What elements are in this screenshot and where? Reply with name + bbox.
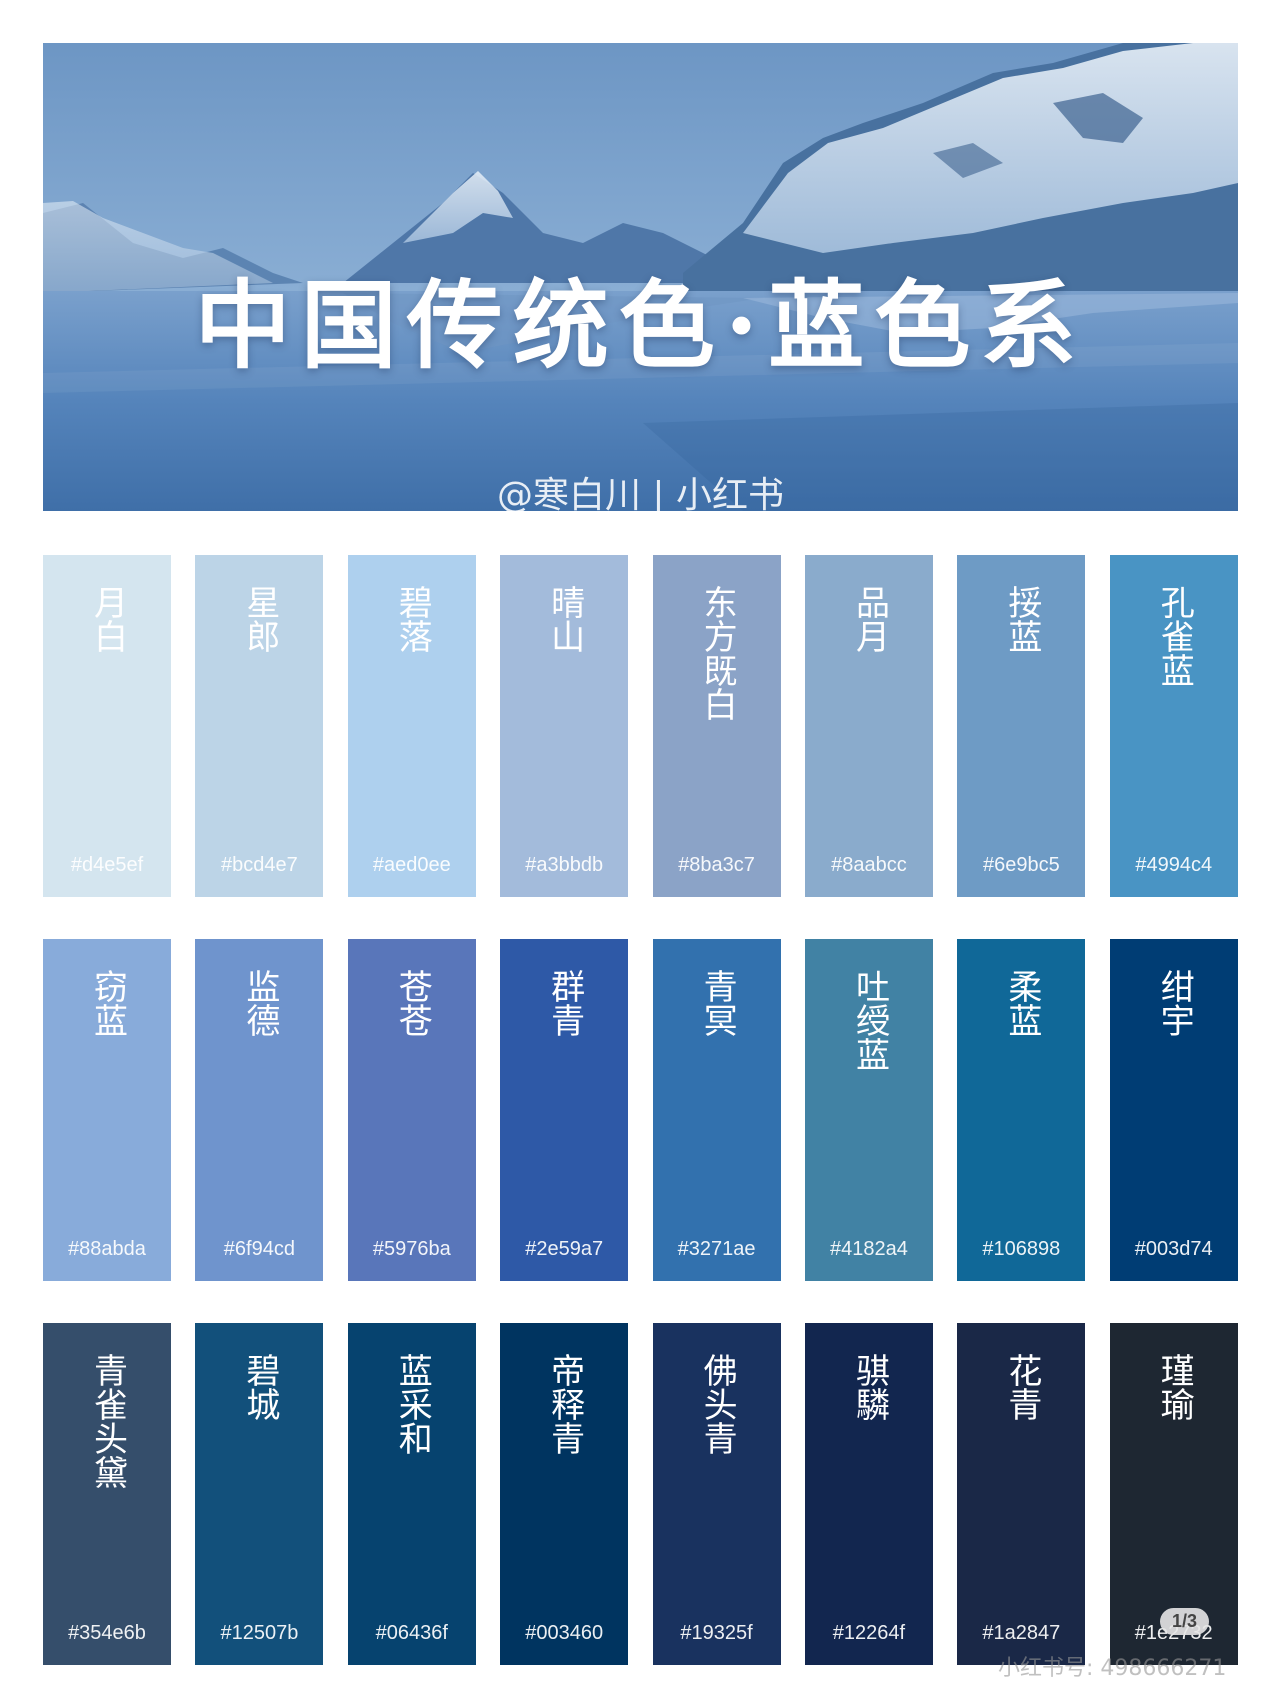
color-swatch: 绀宇 #003d74: [1109, 939, 1238, 1281]
color-swatch: 蓝采和 #06436f: [347, 1323, 476, 1665]
swatch-hex-code: #106898: [982, 1238, 1061, 1260]
swatch-name: 骐驎: [849, 1353, 890, 1421]
swatch-hex-code: #1a2847: [982, 1622, 1061, 1644]
color-swatch: 骐驎 #12264f: [804, 1323, 933, 1665]
swatch-hex-code: #4994c4: [1135, 854, 1213, 876]
swatch-name: 花青: [1001, 1353, 1042, 1421]
swatch-name: 吐绶蓝: [849, 969, 890, 1071]
swatch-hex-code: #6e9bc5: [982, 854, 1060, 876]
color-swatch: 群青 #2e59a7: [500, 939, 629, 1281]
swatch-hex-code: #6f94cd: [223, 1238, 295, 1260]
swatch-name: 青雀头黛: [87, 1353, 128, 1489]
color-swatch: 苍苍 #5976ba: [347, 939, 476, 1281]
swatch-hex-code: #06436f: [375, 1622, 448, 1644]
color-swatch: 监德 #6f94cd: [195, 939, 324, 1281]
color-swatch: 吐绶蓝 #4182a4: [804, 939, 933, 1281]
swatch-hex-code: #bcd4e7: [221, 854, 298, 876]
swatch-hex-code: #8ba3c7: [678, 854, 755, 876]
swatch-name: 品月: [849, 585, 890, 653]
swatch-hex-code: #8aabcc: [831, 854, 907, 876]
color-swatch: 孔雀蓝 #4994c4: [1109, 555, 1238, 897]
swatch-name: 监德: [239, 969, 280, 1037]
swatch-name: 星郎: [239, 585, 280, 653]
swatch-name: 瑾瑜: [1154, 1353, 1195, 1421]
color-swatch: 东方既白 #8ba3c7: [652, 555, 781, 897]
color-swatch: 挼蓝 #6e9bc5: [957, 555, 1086, 897]
swatch-name: 佛头青: [697, 1353, 738, 1455]
banner-credit: @寒白川 | 小红书: [496, 475, 785, 511]
color-swatch: 佛头青 #19325f: [652, 1323, 781, 1665]
swatch-name: 群青: [544, 969, 585, 1037]
swatch-name: 蓝采和: [392, 1353, 433, 1455]
swatch-hex-code: #a3bbdb: [525, 854, 604, 876]
color-swatch: 柔蓝 #106898: [957, 939, 1086, 1281]
color-swatch: 月白 #d4e5ef: [43, 555, 171, 897]
color-swatch: 青雀头黛 #354e6b: [43, 1323, 171, 1665]
swatch-hex-code: #19325f: [680, 1622, 753, 1644]
swatch-hex-code: #2e59a7: [525, 1238, 604, 1260]
swatch-name: 碧落: [392, 585, 433, 653]
swatch-hex-code: #3271ae: [677, 1238, 756, 1260]
swatch-name: 晴山: [544, 585, 585, 653]
page-indicator: 1/3: [1160, 1608, 1210, 1635]
swatch-name: 绀宇: [1154, 969, 1195, 1037]
swatch-hex-code: #4182a4: [830, 1238, 908, 1260]
mountain-lake-illustration: [43, 43, 1238, 511]
swatch-name: 窃蓝: [87, 969, 128, 1037]
swatch-hex-code: #aed0ee: [372, 854, 451, 876]
swatch-hex-code: #003d74: [1134, 1238, 1213, 1260]
swatch-hex-code: #5976ba: [372, 1238, 451, 1260]
swatch-name: 月白: [87, 585, 128, 653]
swatch-name: 柔蓝: [1001, 969, 1042, 1037]
swatch-name: 东方既白: [697, 585, 738, 721]
swatch-hex-code: #12507b: [220, 1622, 299, 1644]
color-swatch-grid: 月白 #d4e5ef 星郎 #bcd4e7 碧落 #aed0ee 晴山 #a3bbdb 东方既白…: [43, 555, 1238, 1665]
color-swatch: 晴山 #a3bbdb: [500, 555, 629, 897]
swatch-name: 挼蓝: [1001, 585, 1042, 653]
color-swatch: 帝释青 #003460: [500, 1323, 629, 1665]
swatch-name: 孔雀蓝: [1154, 585, 1195, 687]
swatch-hex-code: #354e6b: [68, 1622, 146, 1644]
swatch-hex-code: #88abda: [68, 1238, 146, 1260]
swatch-hex-code: #12264f: [832, 1622, 906, 1644]
color-swatch: 花青 #1a2847: [957, 1323, 1086, 1665]
color-swatch: 品月 #8aabcc: [804, 555, 933, 897]
color-swatch: 星郎 #bcd4e7: [195, 555, 324, 897]
swatch-name: 帝释青: [544, 1353, 585, 1455]
banner-title: 中国传统色·蓝色系: [194, 269, 1087, 382]
swatch-name: 碧城: [239, 1353, 280, 1421]
swatch-name: 苍苍: [392, 969, 433, 1037]
swatch-name: 青冥: [697, 969, 738, 1037]
swatch-hex-code: #d4e5ef: [70, 854, 144, 876]
swatch-hex-code: #003460: [525, 1622, 604, 1644]
color-swatch: 碧城 #12507b: [195, 1323, 324, 1665]
banner: 中国传统色·蓝色系 @寒白川 | 小红书: [43, 43, 1238, 511]
color-swatch: 窃蓝 #88abda: [43, 939, 171, 1281]
color-swatch: 青冥 #3271ae: [652, 939, 781, 1281]
watermark: 小红书号: 498666271: [998, 1656, 1227, 1681]
color-swatch: 碧落 #aed0ee: [347, 555, 476, 897]
